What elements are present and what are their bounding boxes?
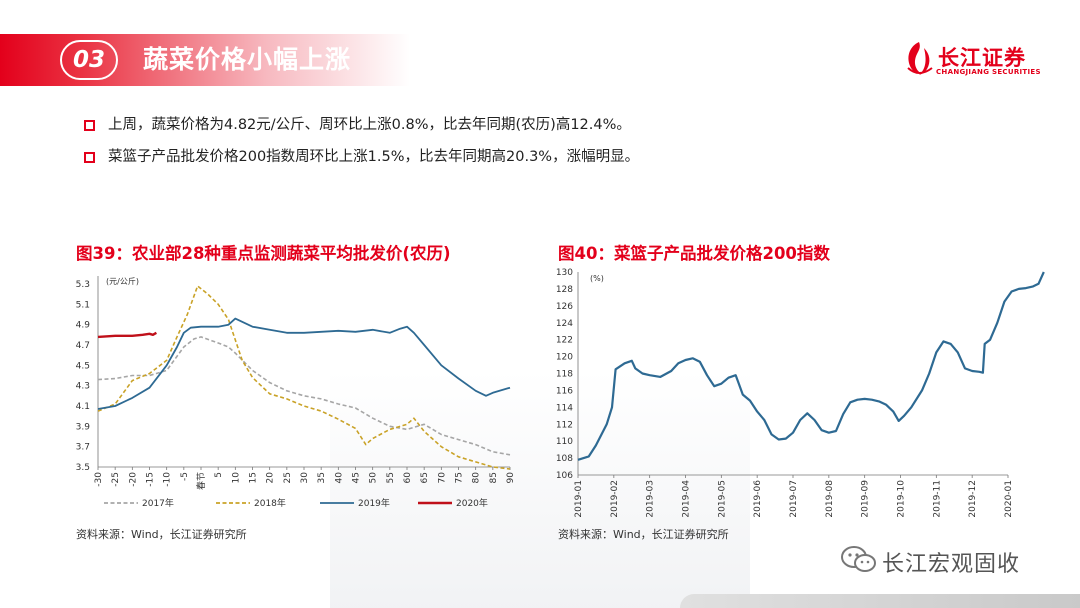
brand-logo: 长江证券 CHANGJIANG SECURITIES: [902, 38, 1042, 82]
x-tick-label: 2019-05: [717, 480, 727, 518]
x-tick-label: 45: [352, 472, 362, 483]
figure-39-source: 资料来源：Wind，长江证券研究所: [76, 528, 247, 541]
x-tick-label: 2019-03: [646, 480, 656, 518]
x-tick-label: 40: [334, 472, 344, 484]
figure-39-title: 图39：农业部28种重点监测蔬菜平均批发价(农历): [76, 244, 451, 263]
x-tick-label: 20: [266, 472, 276, 484]
y-tick-label: 4.9: [76, 321, 91, 331]
x-tick-label: 65: [420, 472, 430, 483]
x-tick-label: 2019-01: [574, 480, 584, 518]
x-tick-label: 25: [283, 472, 293, 483]
legend-label: 2019年: [358, 497, 390, 509]
x-tick-label: 2020-01: [1004, 480, 1014, 518]
y-tick-label: 5.3: [76, 280, 90, 290]
x-tick-label: 35: [317, 472, 327, 483]
x-tick-label: -10: [163, 472, 173, 487]
series-line-2017年: [97, 336, 511, 456]
bullet-item: 菜篮子产品批发价格200指数周环比上涨1.5%，比去年同期高20.3%，涨幅明显…: [84, 146, 639, 178]
x-tick-label: 2019-06: [753, 480, 763, 518]
x-tick-label: 5: [214, 472, 224, 478]
y-tick-label: 3.7: [76, 443, 90, 453]
y-tick-label: 112: [556, 420, 573, 430]
x-tick-label: 2019-09: [861, 480, 871, 518]
section-number: 03: [60, 40, 118, 80]
watermark-text: 长江宏观固收: [882, 552, 1021, 577]
series-line-index: [577, 271, 1045, 461]
x-tick-label: -20: [128, 472, 138, 487]
y-axis-unit: (%): [590, 274, 604, 283]
y-tick-label: 124: [556, 319, 573, 329]
bullet-text: 菜篮子产品批发价格200指数周环比上涨1.5%，比去年同期高20.3%，涨幅明显…: [108, 149, 640, 165]
legend-label: 2020年: [456, 497, 488, 509]
x-tick-label: -30: [94, 472, 104, 487]
x-tick-label: 70: [437, 472, 447, 484]
x-tick-label: 30: [300, 472, 310, 484]
x-tick-label: 85: [489, 472, 499, 483]
y-tick-label: 3.5: [76, 463, 90, 473]
y-tick-label: 4.1: [76, 402, 90, 412]
page-title: 蔬菜价格小幅上涨: [143, 45, 352, 74]
wechat-icon: [841, 546, 876, 572]
figure-40-title: 图40：菜篮子产品批发价格200指数: [558, 244, 830, 263]
x-tick-label: 80: [472, 472, 482, 484]
wechat-watermark: 长江宏观固收: [838, 540, 1058, 580]
x-tick-label: 春节: [195, 472, 207, 490]
y-tick-label: 114: [556, 403, 573, 413]
x-tick-label: 2019-04: [682, 480, 692, 518]
y-tick-label: 128: [556, 285, 573, 295]
x-tick-label: -5: [180, 472, 190, 481]
x-tick-label: 2019-10: [897, 480, 907, 518]
y-tick-label: 3.9: [76, 422, 91, 432]
summary-bullets: 上周，蔬菜价格为4.82元/公斤、周环比上涨0.8%，比去年同期(农历)高12.…: [84, 114, 639, 178]
figure-40-source: 资料来源：Wind，长江证券研究所: [558, 528, 729, 541]
y-axis-unit: (元/公斤): [106, 276, 139, 286]
bottom-decoration: [680, 594, 1080, 608]
x-tick-label: 50: [369, 472, 379, 484]
series-line-2018年: [97, 285, 511, 470]
x-tick-label: 2019-08: [825, 480, 835, 518]
square-bullet-icon: [84, 120, 95, 131]
logo-subtext: CHANGJIANG SECURITIES: [936, 68, 1041, 76]
background-city-fade: [330, 370, 750, 608]
y-tick-label: 122: [556, 336, 573, 346]
logo-emblem-icon: [907, 42, 933, 75]
square-bullet-icon: [84, 152, 95, 163]
series-line-2019年: [97, 317, 511, 410]
y-tick-label: 126: [556, 302, 573, 312]
x-tick-label: 2019-07: [789, 480, 799, 518]
x-tick-label: 2019-02: [610, 480, 620, 518]
y-tick-label: 4.3: [76, 382, 90, 392]
y-tick-label: 108: [556, 454, 573, 464]
legend-label: 2018年: [254, 497, 286, 509]
y-tick-label: 4.5: [76, 361, 90, 371]
x-tick-label: -25: [111, 472, 121, 487]
y-tick-label: 120: [556, 353, 573, 363]
legend-label: 2017年: [142, 497, 174, 509]
y-tick-label: 130: [556, 268, 573, 278]
x-tick-label: 75: [455, 472, 465, 483]
x-tick-label: 90: [506, 472, 516, 484]
x-tick-label: 10: [231, 472, 241, 484]
series-line-2020年: [97, 331, 157, 339]
x-tick-label: 2019-11: [932, 480, 942, 518]
x-tick-label: 2019-12: [968, 480, 978, 518]
x-tick-label: 15: [249, 472, 259, 483]
y-tick-label: 106: [556, 471, 573, 481]
y-tick-label: 118: [556, 370, 573, 380]
y-tick-label: 116: [556, 386, 573, 396]
y-tick-label: 4.7: [76, 341, 90, 351]
x-tick-label: 60: [403, 472, 413, 484]
x-tick-label: -15: [146, 472, 156, 487]
x-tick-label: 55: [386, 472, 396, 483]
logo-text: 长江证券: [938, 46, 1026, 70]
y-tick-label: 110: [556, 437, 573, 447]
y-tick-label: 5.1: [76, 300, 90, 310]
bullet-item: 上周，蔬菜价格为4.82元/公斤、周环比上涨0.8%，比去年同期(农历)高12.…: [84, 114, 639, 146]
bullet-text: 上周，蔬菜价格为4.82元/公斤、周环比上涨0.8%，比去年同期(农历)高12.…: [108, 117, 631, 133]
